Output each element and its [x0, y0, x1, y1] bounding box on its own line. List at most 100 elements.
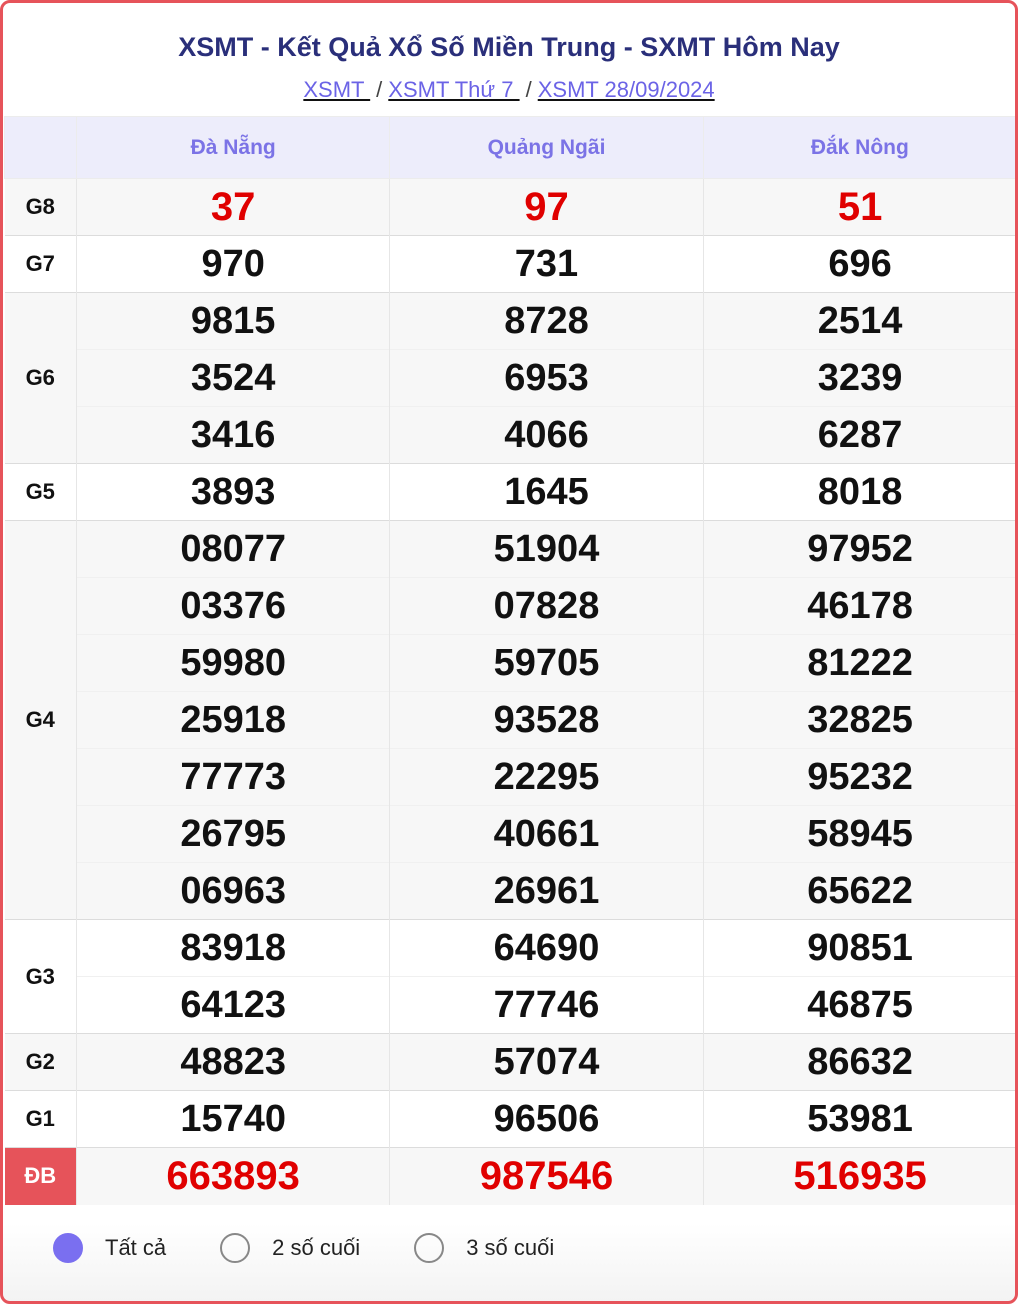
- prize-label: G8: [4, 178, 77, 236]
- filter-label: 2 số cuối: [272, 1235, 361, 1260]
- prize-label: G7: [4, 235, 77, 293]
- prize-number: 37: [75, 178, 390, 236]
- prize-number: 1645: [389, 463, 704, 521]
- table-row: G3 83918 64690 90851: [4, 919, 1015, 1034]
- prize-number: 57074: [389, 1033, 704, 1091]
- prize-number: 95232: [702, 748, 1015, 806]
- prize-number: 731: [389, 235, 704, 293]
- prize-number: 81222: [702, 634, 1015, 692]
- prize-number: 3416: [75, 406, 390, 464]
- prize-number: 06963: [75, 862, 390, 920]
- prize-number: 6287: [702, 406, 1015, 464]
- radio-button[interactable]: [414, 1233, 445, 1263]
- table-row: 59980 59705 81222: [5, 634, 1015, 692]
- prize-number: 83918: [75, 919, 390, 977]
- prize-number: 46875: [702, 976, 1015, 1034]
- prize-number: 516935: [702, 1147, 1015, 1205]
- prize-number: 970: [75, 235, 390, 293]
- prize-number: 3893: [75, 463, 390, 521]
- prize-number: 4066: [389, 406, 704, 464]
- prize-number: 58945: [702, 805, 1015, 863]
- table-row: 25918 93528 32825: [5, 691, 1015, 749]
- prize-number: 96506: [389, 1090, 704, 1148]
- table-row: 64123 77746 46875: [5, 976, 1015, 1034]
- prize-number: 93528: [389, 691, 704, 749]
- prize-number: 59705: [389, 634, 704, 692]
- prize-number: 08077: [75, 520, 390, 578]
- prize-number: 40661: [389, 805, 704, 863]
- prize-number: 26795: [75, 805, 390, 863]
- table-row: 77773 22295 95232: [5, 748, 1015, 806]
- prize-number: 53981: [702, 1090, 1015, 1148]
- prize-number: 26961: [389, 862, 704, 920]
- prize-number: 3239: [702, 349, 1015, 407]
- prize-number: 696: [702, 235, 1015, 293]
- table-row: G2 48823 57074 86632: [4, 1033, 1015, 1091]
- prize-label: ĐB: [4, 1147, 77, 1205]
- prize-number: 59980: [75, 634, 390, 692]
- table-row: G7 970 731 696: [4, 235, 1015, 293]
- prize-number: 987546: [389, 1147, 704, 1205]
- filter-option[interactable]: 3 số cuối: [414, 1233, 554, 1263]
- radio-button[interactable]: [220, 1233, 251, 1263]
- table-row: G4 08077 51904 97952: [4, 520, 1015, 920]
- prize-number: 03376: [75, 577, 390, 635]
- prize-number: 77773: [75, 748, 390, 806]
- filter-option[interactable]: Tất cả: [53, 1233, 166, 1263]
- prize-label: G5: [4, 463, 77, 521]
- province-header[interactable]: Đà Nẵng: [75, 116, 391, 179]
- corner-cell: [4, 116, 77, 179]
- breadcrumb: XSMT / XSMT Thứ 7 /XSMT 28/09/2024: [303, 77, 715, 102]
- table-row: 26795 40661 58945: [5, 805, 1015, 863]
- breadcrumb-link-weekday[interactable]: XSMT Thứ 7: [388, 77, 520, 102]
- breadcrumb-link-date[interactable]: XSMT 28/09/2024: [537, 77, 715, 102]
- prize-number: 32825: [702, 691, 1015, 749]
- prize-label: G4: [4, 520, 77, 920]
- prize-number: 64123: [75, 976, 390, 1034]
- table-row: G6 9815 8728 2514: [4, 292, 1015, 464]
- prize-number: 3524: [75, 349, 390, 407]
- prize-label: G3: [4, 919, 77, 1034]
- radio-button[interactable]: [53, 1233, 83, 1263]
- prize-number: 48823: [75, 1033, 390, 1091]
- page-title: XSMT - Kết Quả Xổ Số Miền Trung - SXMT H…: [178, 32, 840, 62]
- table-row: 06963 26961 65622: [5, 862, 1015, 920]
- table-row: 3416 4066 6287: [5, 406, 1015, 464]
- prize-number: 77746: [389, 976, 704, 1034]
- filter-option[interactable]: 2 số cuối: [220, 1233, 360, 1263]
- table-row: G5 3893 1645 8018: [4, 463, 1015, 521]
- prize-number: 97952: [702, 520, 1015, 578]
- prize-number: 97: [389, 178, 704, 236]
- province-header[interactable]: Đắk Nông: [702, 116, 1015, 179]
- prize-number: 22295: [389, 748, 704, 806]
- prize-number: 51904: [389, 520, 704, 578]
- prize-number: 25918: [75, 691, 390, 749]
- table-row: ĐB 663893 987546 516935: [4, 1147, 1015, 1205]
- prize-number: 90851: [702, 919, 1015, 977]
- table-row: 03376 07828 46178: [5, 577, 1015, 635]
- prize-number: 86632: [702, 1033, 1015, 1091]
- prize-number: 15740: [75, 1090, 390, 1148]
- results-table: Đà Nẵng Quảng Ngãi Đắk Nông G8 37 97 51 G7 97…: [4, 116, 1015, 1205]
- prize-number: 64690: [389, 919, 704, 977]
- prize-number: 51: [702, 178, 1015, 236]
- prize-label: G2: [4, 1033, 77, 1091]
- digit-filter: Tất cả 2 số cuối 3 số cuối: [53, 1233, 608, 1263]
- breadcrumb-link-xsmt[interactable]: XSMT: [303, 77, 371, 102]
- prize-number: 2514: [702, 292, 1015, 350]
- prize-number: 663893: [75, 1147, 390, 1205]
- prize-label: G1: [4, 1090, 77, 1148]
- filter-label: Tất cả: [105, 1235, 167, 1260]
- prize-label: G6: [4, 292, 77, 464]
- prize-number: 07828: [389, 577, 704, 635]
- prize-number: 46178: [702, 577, 1015, 635]
- prize-number: 6953: [389, 349, 704, 407]
- prize-number: 9815: [75, 292, 390, 350]
- prize-number: 65622: [702, 862, 1015, 920]
- filter-label: 3 số cuối: [466, 1235, 555, 1260]
- table-row: G1 15740 96506 53981: [4, 1090, 1015, 1148]
- prize-number: 8018: [702, 463, 1015, 521]
- table-row: 3524 6953 3239: [5, 349, 1015, 407]
- province-header[interactable]: Quảng Ngãi: [389, 116, 704, 179]
